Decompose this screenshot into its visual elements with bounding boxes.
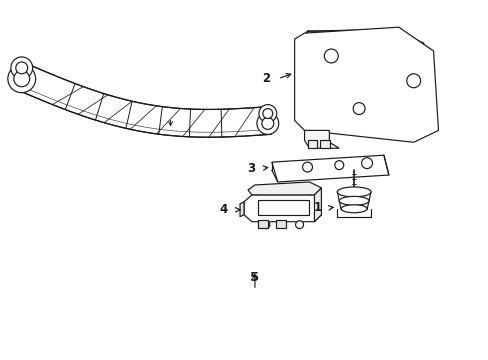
Circle shape xyxy=(361,158,372,168)
FancyBboxPatch shape xyxy=(275,220,285,228)
FancyBboxPatch shape xyxy=(257,220,267,228)
Ellipse shape xyxy=(337,187,370,197)
Circle shape xyxy=(262,117,273,129)
Circle shape xyxy=(16,62,28,74)
Circle shape xyxy=(334,161,343,170)
Circle shape xyxy=(8,65,36,93)
Text: 3: 3 xyxy=(246,162,254,175)
Circle shape xyxy=(11,57,33,79)
Circle shape xyxy=(14,71,30,87)
Text: 5: 5 xyxy=(250,271,259,284)
Polygon shape xyxy=(271,155,388,182)
Text: 2: 2 xyxy=(261,72,269,85)
Circle shape xyxy=(262,221,269,229)
Circle shape xyxy=(302,162,312,172)
Ellipse shape xyxy=(341,205,366,213)
Polygon shape xyxy=(297,31,433,140)
Polygon shape xyxy=(240,202,244,217)
Circle shape xyxy=(295,221,303,229)
Polygon shape xyxy=(307,31,433,140)
Polygon shape xyxy=(14,63,270,137)
Circle shape xyxy=(256,113,278,134)
Circle shape xyxy=(352,103,365,114)
Polygon shape xyxy=(314,188,321,222)
Circle shape xyxy=(258,105,276,122)
Text: 1: 1 xyxy=(313,201,321,214)
Ellipse shape xyxy=(339,196,368,205)
Circle shape xyxy=(406,74,420,88)
Polygon shape xyxy=(247,182,321,195)
Circle shape xyxy=(263,109,272,118)
FancyBboxPatch shape xyxy=(320,140,330,148)
Circle shape xyxy=(324,49,338,63)
Text: 4: 4 xyxy=(220,203,228,216)
FancyBboxPatch shape xyxy=(307,140,317,148)
Polygon shape xyxy=(294,27,438,142)
Polygon shape xyxy=(304,130,339,148)
Polygon shape xyxy=(244,188,321,222)
